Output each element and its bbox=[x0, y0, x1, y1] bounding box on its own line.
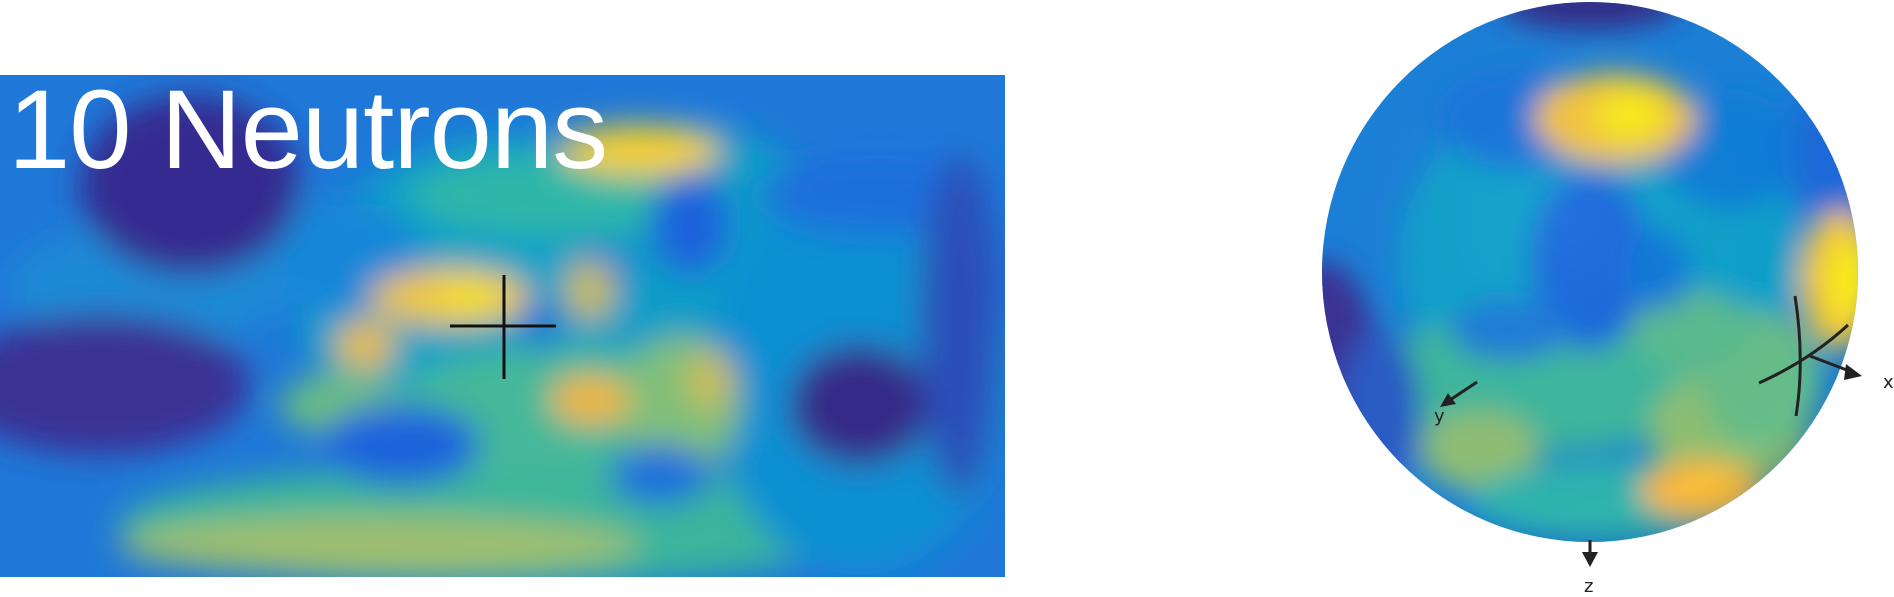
sphere-image bbox=[1322, 2, 1862, 567]
y-axis-label: y bbox=[1434, 406, 1445, 427]
y-axis-arrowhead bbox=[1440, 393, 1456, 407]
z-axis-arrowhead bbox=[1582, 552, 1598, 567]
x-axis-arc-vertical bbox=[1793, 295, 1802, 417]
x-axis-arc-horizontal bbox=[1758, 323, 1850, 385]
heatmap-title: 10 Neutrons bbox=[8, 75, 608, 192]
heatmap-image bbox=[0, 75, 1005, 577]
x-axis-arrow-line bbox=[1809, 354, 1853, 374]
sphere-panel: x y z bbox=[1300, 0, 1894, 597]
heatmap-panel: 10 Neutrons bbox=[0, 75, 1005, 577]
x-axis-label: x bbox=[1883, 372, 1894, 393]
x-axis-arrowhead bbox=[1844, 364, 1862, 380]
y-axis-arrow-line bbox=[1449, 380, 1478, 402]
z-axis-label: z bbox=[1584, 576, 1594, 597]
